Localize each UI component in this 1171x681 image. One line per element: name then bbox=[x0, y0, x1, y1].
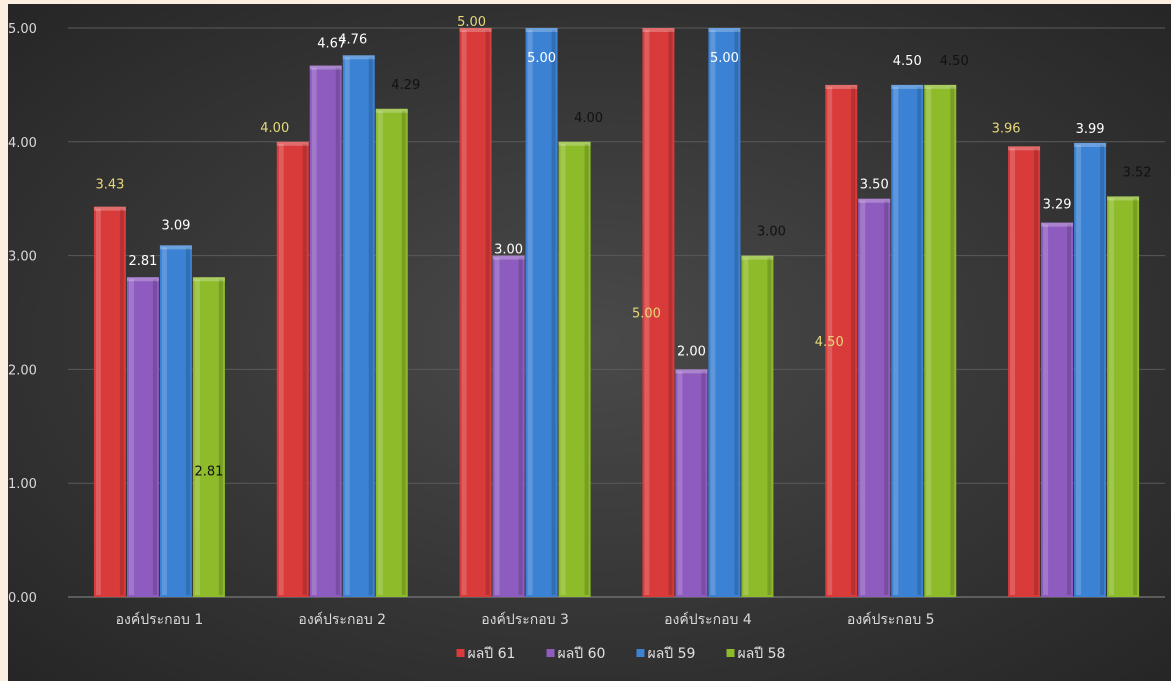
bar bbox=[276, 141, 309, 598]
x-axis: องค์ประกอบ 1 องค์ประกอบ 2 องค์ประกอบ 3 องค์… bbox=[116, 611, 935, 628]
x-tick-label: องค์ประกอบ 1 bbox=[116, 611, 204, 628]
data-label: 5.00 bbox=[527, 51, 556, 66]
bar bbox=[342, 55, 375, 597]
legend-swatch bbox=[456, 649, 465, 657]
data-label: 4.50 bbox=[940, 54, 969, 69]
bar bbox=[93, 206, 126, 597]
bar bbox=[192, 277, 225, 597]
bar bbox=[891, 84, 924, 597]
legend-label: ผลปี 61 bbox=[468, 646, 516, 662]
bar bbox=[675, 369, 708, 597]
bar bbox=[1041, 222, 1074, 597]
y-tick-label: 1.00 bbox=[8, 477, 37, 492]
data-label: 3.09 bbox=[161, 218, 190, 233]
legend-item: ผลปี 58 bbox=[726, 646, 786, 662]
data-label: 2.81 bbox=[194, 464, 223, 479]
data-label: 3.43 bbox=[95, 178, 124, 193]
legend-item: ผลปี 60 bbox=[546, 646, 606, 662]
legend-label: ผลปี 60 bbox=[558, 646, 606, 662]
data-label: 4.50 bbox=[815, 335, 844, 350]
x-tick-label: องค์ประกอบ 2 bbox=[298, 611, 386, 628]
data-label: 3.50 bbox=[860, 178, 889, 193]
y-tick-label: 2.00 bbox=[8, 363, 37, 378]
data-label: 3.96 bbox=[992, 121, 1021, 136]
y-tick-label: 5.00 bbox=[8, 22, 37, 37]
y-axis: 0.00 1.00 2.00 3.00 4.00 5.00 bbox=[8, 22, 37, 606]
legend-item: ผลปี 59 bbox=[636, 646, 696, 662]
data-label: 4.00 bbox=[260, 121, 289, 136]
bars bbox=[93, 28, 1140, 598]
data-labels: 3.43 2.81 3.09 2.81 4.00 4.674.76 4.29 5.00 3.00… bbox=[95, 15, 1151, 479]
legend-item: ผลปี 61 bbox=[456, 646, 516, 662]
bar bbox=[1107, 196, 1140, 597]
data-label: 3.52 bbox=[1123, 165, 1152, 180]
bar bbox=[741, 255, 774, 597]
legend-swatch bbox=[636, 649, 645, 657]
data-label: 3.99 bbox=[1076, 122, 1105, 137]
bar bbox=[825, 84, 858, 597]
data-label: 4.76 bbox=[338, 32, 367, 47]
data-label: 4.50 bbox=[893, 54, 922, 69]
bar bbox=[492, 255, 525, 597]
legend: ผลปี 61 ผลปี 60 ผลปี 59 ผลปี 58 bbox=[456, 646, 786, 662]
data-label: 2.81 bbox=[128, 254, 157, 269]
bar bbox=[642, 28, 675, 597]
x-tick-label: องค์ประกอบ 5 bbox=[847, 611, 935, 628]
data-label: 5.00 bbox=[632, 307, 661, 322]
data-label: 3.00 bbox=[494, 243, 523, 258]
bar bbox=[558, 141, 591, 598]
data-label: 4.67 bbox=[317, 37, 346, 52]
y-tick-label: 4.00 bbox=[8, 136, 37, 151]
data-label: 3.00 bbox=[757, 225, 786, 240]
data-label: 5.00 bbox=[457, 15, 486, 30]
x-tick-label: องค์ประกอบ 4 bbox=[664, 611, 752, 628]
bar bbox=[126, 277, 159, 597]
legend-swatch bbox=[546, 649, 555, 657]
legend-swatch bbox=[726, 649, 735, 657]
data-label: 5.00 bbox=[710, 51, 739, 66]
data-label: 2.00 bbox=[677, 344, 706, 359]
x-tick-label: องค์ประกอบ 3 bbox=[481, 611, 569, 628]
data-label: 3.29 bbox=[1043, 198, 1072, 213]
legend-label: ผลปี 59 bbox=[648, 646, 696, 662]
data-label: 4.29 bbox=[391, 78, 420, 93]
bar bbox=[159, 245, 192, 597]
bar bbox=[375, 108, 408, 597]
y-tick-label: 0.00 bbox=[8, 591, 37, 606]
bar bbox=[1074, 142, 1107, 598]
bar bbox=[525, 28, 558, 597]
bar bbox=[309, 65, 342, 597]
gridlines bbox=[68, 27, 1165, 598]
legend-label: ผลปี 58 bbox=[738, 646, 786, 662]
bar bbox=[858, 198, 891, 597]
bar bbox=[459, 28, 492, 597]
bar bbox=[708, 28, 741, 597]
y-tick-label: 3.00 bbox=[8, 250, 37, 265]
bar bbox=[1008, 146, 1041, 598]
data-label: 4.00 bbox=[574, 111, 603, 126]
bar bbox=[924, 84, 957, 597]
